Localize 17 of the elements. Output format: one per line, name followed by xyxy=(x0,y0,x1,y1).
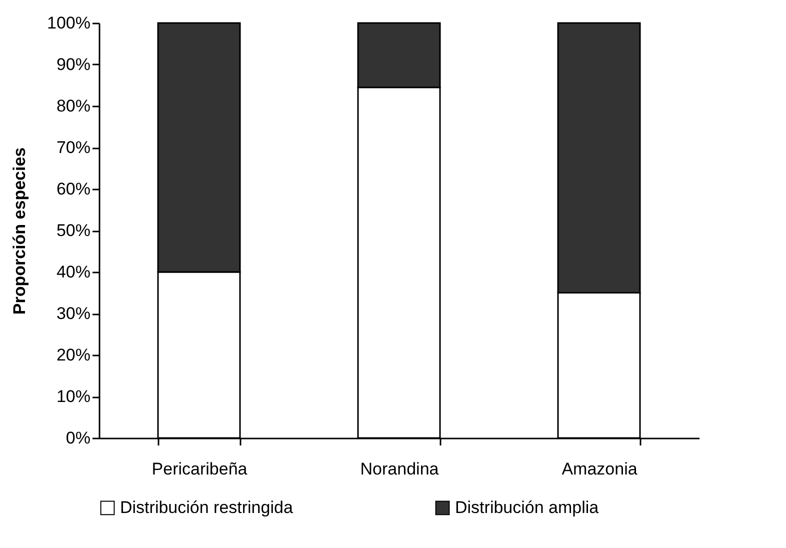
y-tick-label: 100% xyxy=(47,14,90,32)
y-tick-label: 10% xyxy=(56,387,90,406)
y-tick-label: 30% xyxy=(56,304,90,323)
x-tick-label: Amazonia xyxy=(562,460,638,478)
x-tick-label: Norandina xyxy=(360,460,440,478)
y-tick-label: 80% xyxy=(56,96,90,116)
y-tick-label: 60% xyxy=(56,180,90,198)
y-tick-label: 40% xyxy=(56,262,90,282)
y-tick-label: 90% xyxy=(56,55,90,74)
legend-label: Distribución amplia xyxy=(455,498,600,517)
legend-label: Distribución restringida xyxy=(120,498,294,517)
y-tick-label: 20% xyxy=(56,346,90,364)
x-tick-label: Pericaribeña xyxy=(152,460,248,478)
y-tick-label: 0% xyxy=(66,428,90,448)
y-tick-label: 50% xyxy=(56,221,90,240)
y-axis-title: Proporción especies xyxy=(10,147,30,315)
y-tick-label: 70% xyxy=(56,138,90,157)
